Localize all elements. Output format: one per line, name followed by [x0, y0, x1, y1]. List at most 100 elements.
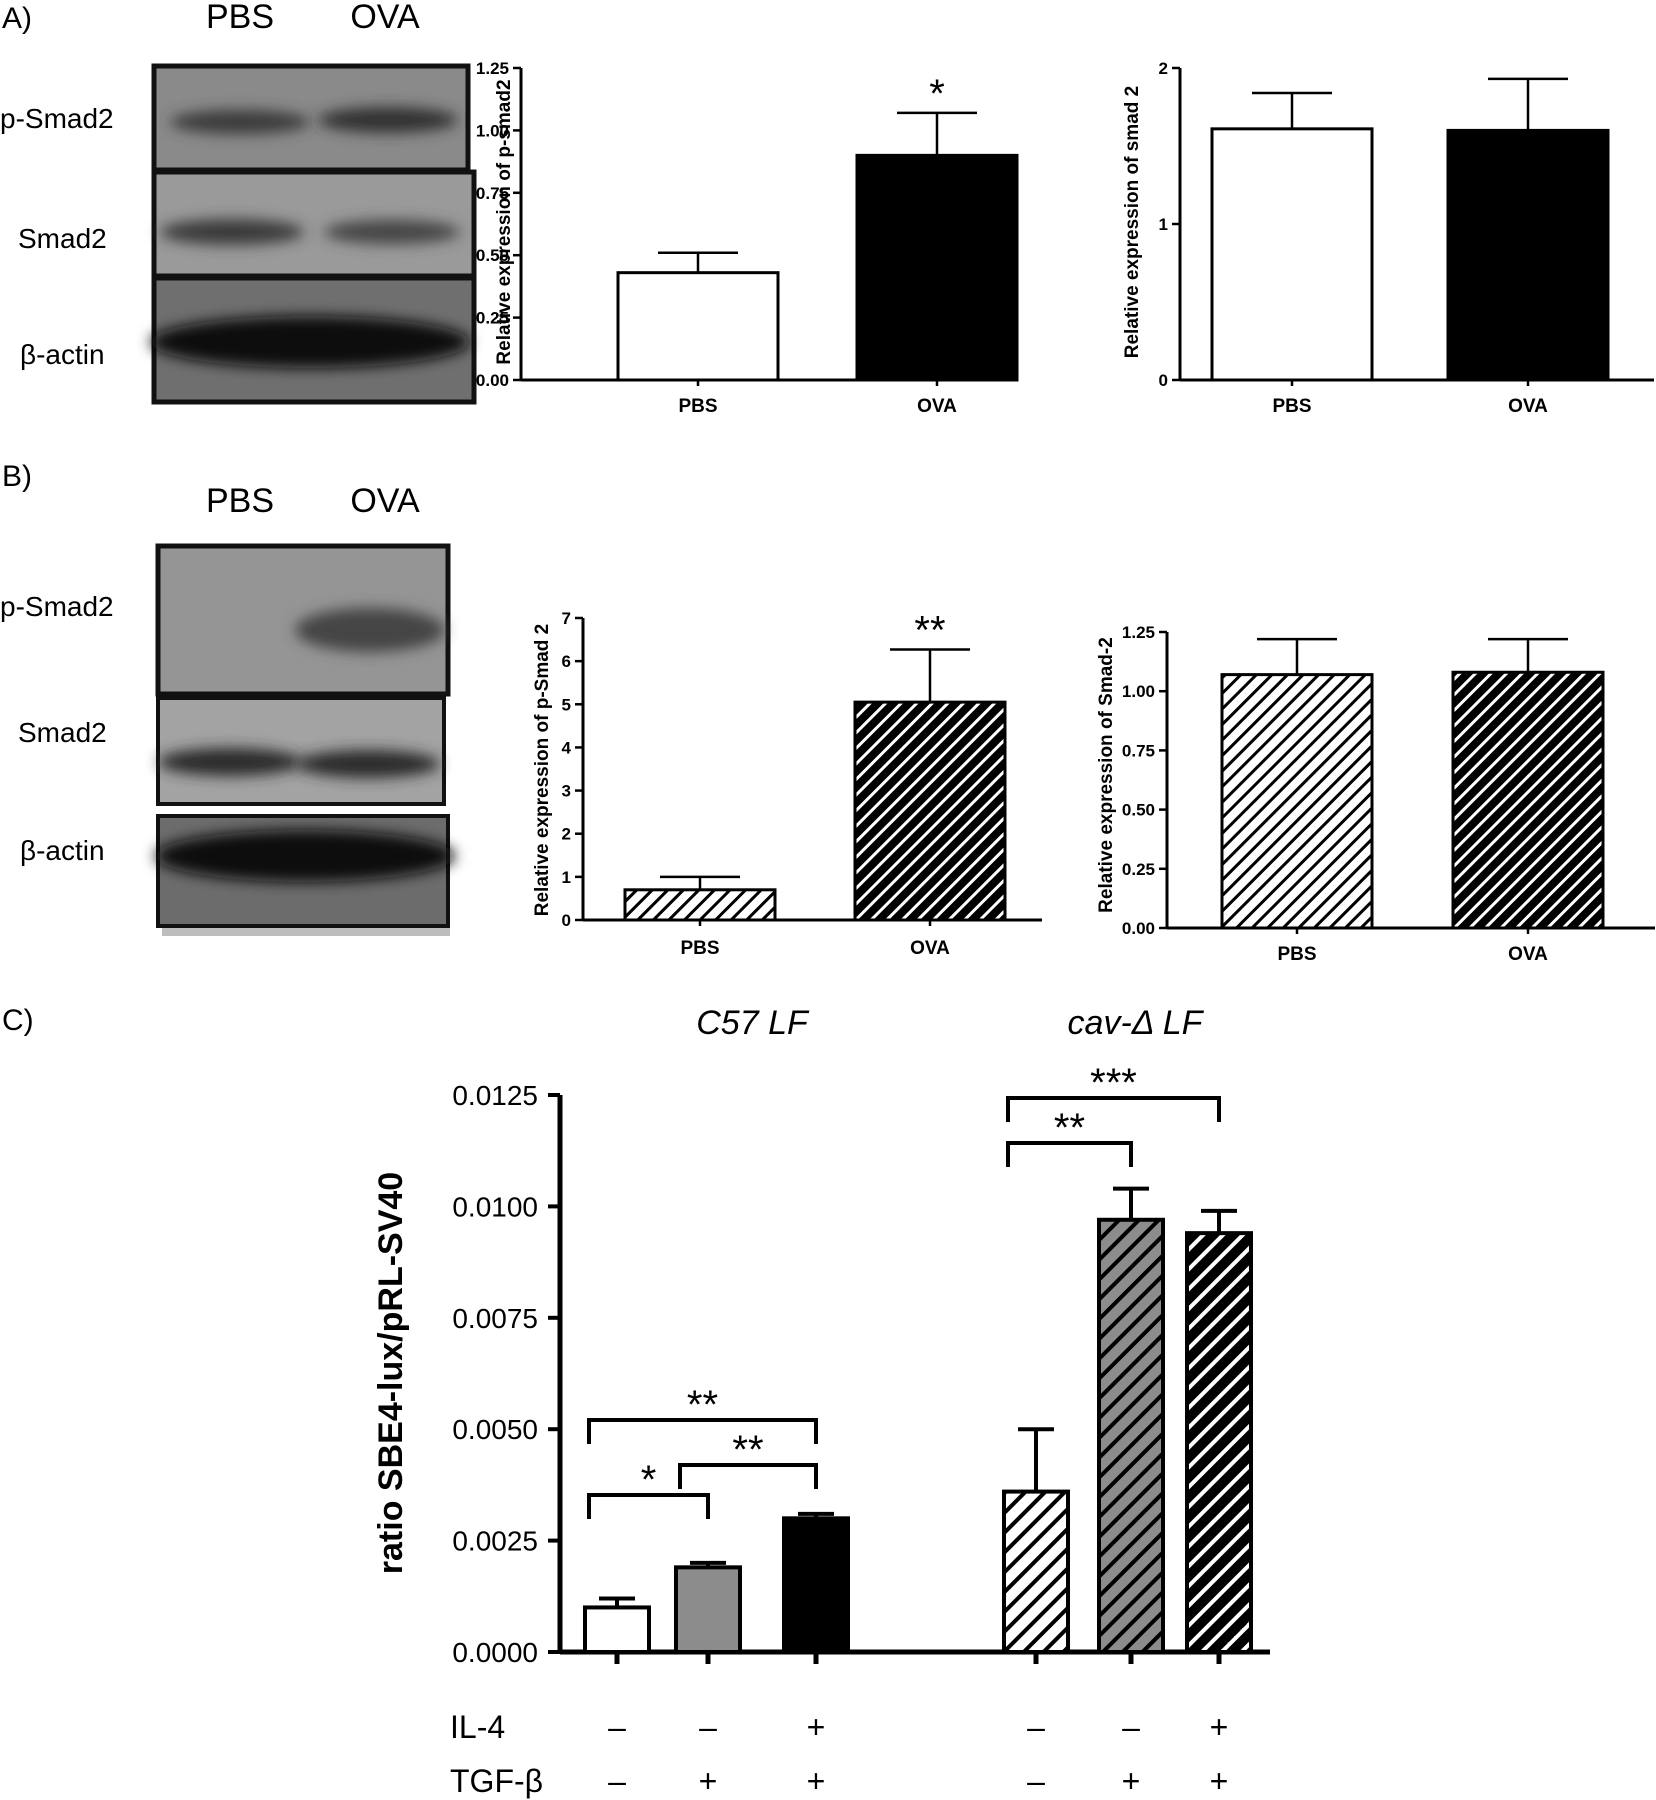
chart-b-smad2: 0.00 0.25 0.50 0.75 1.00 1.25 PBS OVA Relative e…	[1096, 623, 1655, 965]
x-category-label: OVA	[910, 938, 950, 959]
bar-5	[1097, 1217, 1165, 1654]
y-tick-label: 4	[562, 738, 572, 757]
blot-a-row-smad2: Smad2	[18, 223, 107, 254]
y-tick-label: 2	[562, 825, 571, 844]
significance-bracket	[587, 1493, 710, 1519]
significance-bracket	[678, 1463, 818, 1489]
bar-3	[782, 1516, 850, 1654]
y-tick-label: 0.50	[476, 246, 509, 265]
chart-c-reporter: 0.0000 0.0025 0.0050 0.0075 0.0100 0.0125 – – – +…	[372, 1004, 1270, 1799]
x-category-label: PBS	[680, 938, 719, 959]
y-tick-label: 1.25	[476, 59, 509, 78]
y-tick-label: 0.25	[476, 309, 509, 328]
y-tick-label: 7	[562, 609, 571, 628]
y-tick-label: 0.00	[476, 371, 509, 390]
blot-a-lane-pbs: PBS	[206, 0, 274, 36]
y-tick-label: 3	[562, 782, 571, 801]
bracket-label: ***	[1090, 1061, 1137, 1105]
y-axis-label: Relative expression of p-Smad 2	[532, 624, 553, 917]
significance-marker: *	[929, 72, 945, 116]
bar-ova	[1451, 670, 1605, 930]
bar-pbs	[1220, 673, 1374, 930]
bracket-label: *	[641, 1458, 657, 1502]
y-tick-label: 0.0100	[452, 1191, 538, 1222]
western-blot-b: PBS OVA p-Smad2 Smad2 β-actin	[0, 482, 455, 936]
tgfb-sign: +	[807, 1763, 826, 1799]
tgfb-sign: +	[1210, 1763, 1229, 1799]
panel-c-label: C)	[2, 1004, 34, 1037]
y-tick-label: 1.00	[1122, 682, 1155, 701]
bracket-label: **	[732, 1428, 763, 1472]
y-axis-label: Relative expression of p-smad2	[494, 79, 515, 364]
y-tick-label: 0.0025	[452, 1526, 538, 1557]
y-tick-label: 0.00	[1122, 919, 1155, 938]
tgfb-row-label: TGF-β	[450, 1763, 543, 1799]
blot-b-row-actin: β-actin	[20, 835, 105, 866]
y-tick-label: 1	[1159, 215, 1168, 234]
y-tick-label: 0.25	[1122, 860, 1155, 879]
y-tick-label: 0	[1159, 371, 1168, 390]
x-category-label: OVA	[1508, 396, 1548, 417]
blot-a-row-psmad2: p-Smad2	[0, 103, 114, 134]
blot-a-row-actin: β-actin	[20, 339, 105, 370]
bracket-label: **	[1054, 1106, 1085, 1150]
group-label-cav: cav-Δ LF	[1068, 1004, 1205, 1042]
bar-pbs	[1210, 127, 1374, 382]
y-tick-label: 0.0075	[452, 1303, 538, 1334]
significance-bracket	[587, 1418, 818, 1444]
bar-ova	[1446, 128, 1610, 382]
bar-6	[1185, 1231, 1253, 1654]
tgfb-sign: –	[608, 1763, 626, 1799]
y-tick-label: 6	[562, 652, 571, 671]
western-blot-a: PBS OVA p-Smad2 Smad2 β-actin	[0, 0, 477, 405]
bar-4	[1002, 1489, 1070, 1654]
tgfb-sign: –	[1027, 1763, 1045, 1799]
panel-b-label: B)	[2, 460, 32, 493]
blot-a-lane-ova: OVA	[350, 0, 420, 36]
significance-bracket	[1006, 1096, 1221, 1122]
panel-a-label: A)	[2, 2, 32, 35]
bar-pbs	[623, 888, 777, 922]
y-tick-label: 0.0125	[452, 1080, 538, 1111]
bar-ova	[855, 153, 1019, 382]
il4-sign: –	[1027, 1709, 1045, 1745]
bar-2	[674, 1565, 742, 1655]
x-category-label: PBS	[1272, 396, 1311, 417]
blot-b-row-psmad2: p-Smad2	[0, 591, 114, 622]
il4-sign: –	[608, 1709, 626, 1745]
il4-sign: +	[1210, 1709, 1229, 1745]
x-category-label: PBS	[1277, 944, 1316, 965]
y-tick-label: 0.75	[1122, 741, 1155, 760]
significance-bracket	[1006, 1141, 1133, 1167]
chart-a-psmad2: 0.00 0.25 0.50 0.75 1.00 1.25 PBS OVA * Relative …	[476, 59, 1019, 417]
il4-sign: +	[807, 1709, 826, 1745]
il4-sign: –	[699, 1709, 717, 1745]
il4-row-label: IL-4	[450, 1709, 505, 1745]
y-tick-label: 5	[562, 695, 571, 714]
x-category-label: PBS	[678, 396, 717, 417]
y-tick-label: 0.50	[1122, 801, 1155, 820]
y-tick-label: 1.00	[476, 121, 509, 140]
tgfb-sign: +	[1122, 1763, 1141, 1799]
bracket-label: **	[687, 1383, 718, 1427]
y-axis-label: Relative expression of smad 2	[1122, 86, 1143, 358]
blot-b-lane-pbs: PBS	[206, 482, 274, 520]
y-tick-label: 0	[562, 911, 571, 930]
blot-b-row-smad2: Smad2	[18, 717, 107, 748]
y-tick-label: 1	[562, 868, 571, 887]
chart-a-smad2: 0 1 2 PBS OVA Relative expression of smad 2	[1122, 59, 1654, 417]
significance-marker: **	[914, 608, 945, 652]
y-tick-label: 2	[1159, 59, 1168, 78]
tgfb-sign: +	[699, 1763, 718, 1799]
group-label-c57: C57 LF	[696, 1004, 810, 1042]
y-tick-label: 0.0050	[452, 1414, 538, 1445]
chart-b-psmad2: 0 1 2 3 4 5 6 7 PBS OVA ** Relative expression of p…	[532, 608, 1042, 959]
y-tick-label: 0.75	[476, 184, 509, 203]
y-axis-label: Relative expression of Smad-2	[1096, 637, 1117, 913]
bar-ova	[853, 700, 1007, 922]
y-tick-label: 1.25	[1122, 623, 1155, 642]
x-category-label: OVA	[917, 396, 957, 417]
il4-sign: –	[1122, 1709, 1140, 1745]
y-axis-label: ratio SBE4-lux/pRL-SV40	[372, 1172, 410, 1574]
